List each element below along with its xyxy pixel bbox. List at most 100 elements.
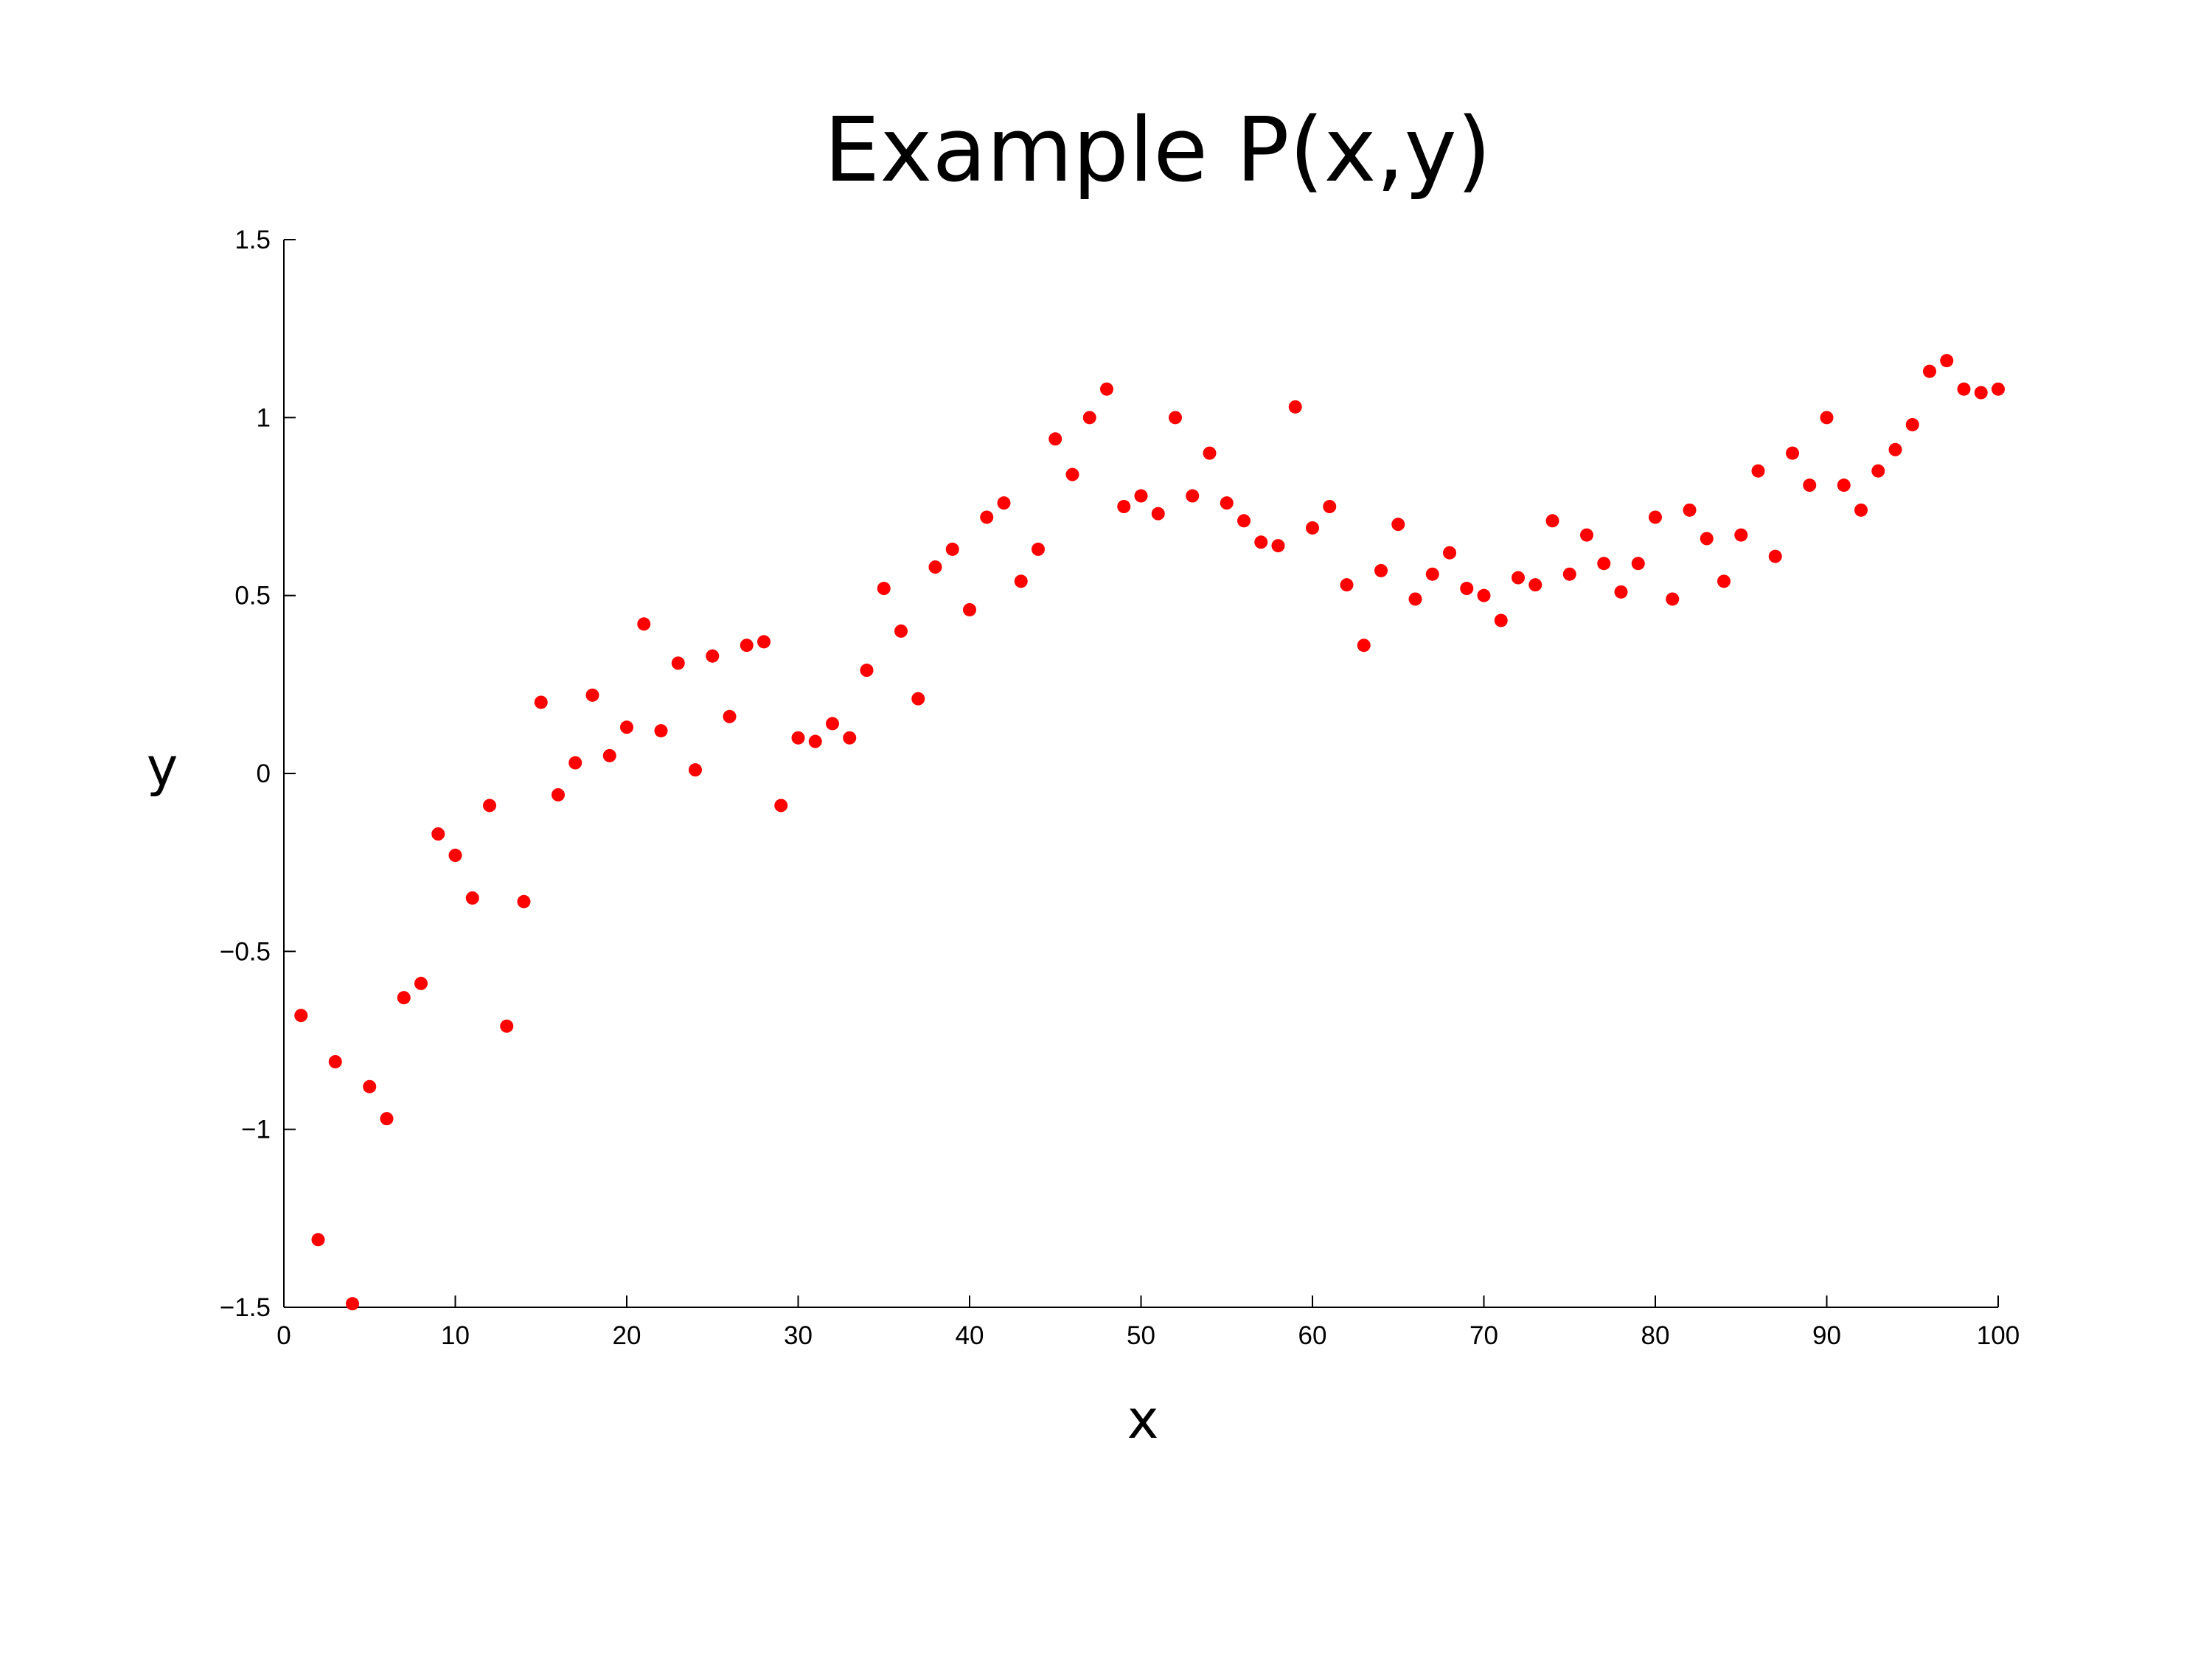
data-point [740,639,754,653]
data-point [1494,613,1508,627]
x-axis-ticks: 0 10 20 30 40 50 60 70 80 90 100 [276,1295,2020,1350]
data-point [1974,386,1988,400]
data-point [1374,563,1388,577]
x-tick-label: 30 [784,1321,813,1350]
data-point [1649,510,1662,524]
data-point [568,756,582,770]
data-point [860,664,874,678]
data-point [517,894,531,908]
data-point [1117,500,1131,513]
data-point [1545,514,1559,528]
chart-title: Example P(x,y) [824,100,1492,202]
data-point [843,731,857,745]
data-point [1734,528,1748,542]
data-point [1700,532,1714,546]
data-point [1271,539,1285,553]
data-point [928,560,942,574]
data-point [397,991,411,1005]
x-axis-label: x [1127,1388,1159,1450]
data-point [465,891,479,905]
y-tick-label: 1 [257,403,271,432]
data-point [808,734,822,748]
data-point [997,496,1011,510]
data-point [963,602,976,616]
axes [283,240,1998,1308]
data-point [1512,571,1525,585]
y-tick-label: −1.5 [220,1293,271,1322]
x-tick-label: 10 [441,1321,470,1350]
data-point [945,542,959,556]
x-tick-label: 90 [1812,1321,1841,1350]
data-point [346,1297,359,1311]
data-point [1100,382,1113,396]
data-point [1717,574,1731,588]
data-point [1905,417,1919,431]
data-point [500,1019,514,1033]
data-point [620,720,633,734]
data-point [1820,411,1834,425]
data-point [1048,432,1062,446]
data-point [723,709,737,723]
data-point [1425,567,1439,581]
data-point [1992,382,2005,396]
data-point [1254,535,1268,549]
data-points [294,354,2005,1311]
data-point [1443,546,1456,560]
data-point [311,1233,325,1247]
x-tick-label: 80 [1641,1321,1670,1350]
data-point [826,717,839,731]
data-point [1237,514,1251,528]
data-point [671,656,685,670]
data-point [431,827,445,841]
data-point [1408,592,1422,606]
x-tick-label: 100 [1977,1321,2020,1350]
x-tick-label: 50 [1127,1321,1155,1350]
data-point [1803,479,1817,493]
data-point [1134,489,1148,503]
x-tick-label: 0 [276,1321,291,1350]
data-point [980,510,994,524]
data-point [637,617,651,631]
data-point [1854,503,1868,517]
data-point [757,635,771,649]
data-point [448,849,462,863]
data-point [1666,592,1680,606]
data-point [706,649,720,663]
data-point [483,799,496,813]
data-point [1065,467,1079,481]
data-point [774,799,788,813]
data-point [1768,549,1782,563]
data-point [363,1079,377,1093]
data-point [1082,411,1096,425]
data-point [1014,574,1028,588]
data-point [894,624,908,638]
data-point [1923,364,1936,378]
data-point [552,787,565,801]
data-point [1888,442,1902,456]
data-point [1631,557,1645,571]
y-axis-ticks: −1.5 −1 −0.5 0 0.5 1 1.5 [220,226,296,1322]
data-point [602,748,616,762]
data-point [1957,382,1971,396]
data-point [294,1009,308,1023]
data-point [1220,496,1234,510]
x-tick-label: 20 [613,1321,641,1350]
x-tick-label: 60 [1298,1321,1327,1350]
data-point [1562,567,1576,581]
data-point [328,1054,342,1068]
data-point [1306,521,1319,535]
data-point [585,688,599,702]
x-tick-label: 40 [956,1321,984,1350]
data-point [1683,503,1697,517]
y-axis-label: y [146,736,178,798]
data-point [877,582,891,596]
data-point [1323,500,1337,513]
data-point [1340,578,1354,592]
data-point [1169,411,1182,425]
y-tick-label: −0.5 [220,937,271,966]
data-point [654,724,668,738]
data-point [1837,479,1851,493]
data-point [1288,400,1302,414]
y-tick-label: 1.5 [234,226,271,254]
